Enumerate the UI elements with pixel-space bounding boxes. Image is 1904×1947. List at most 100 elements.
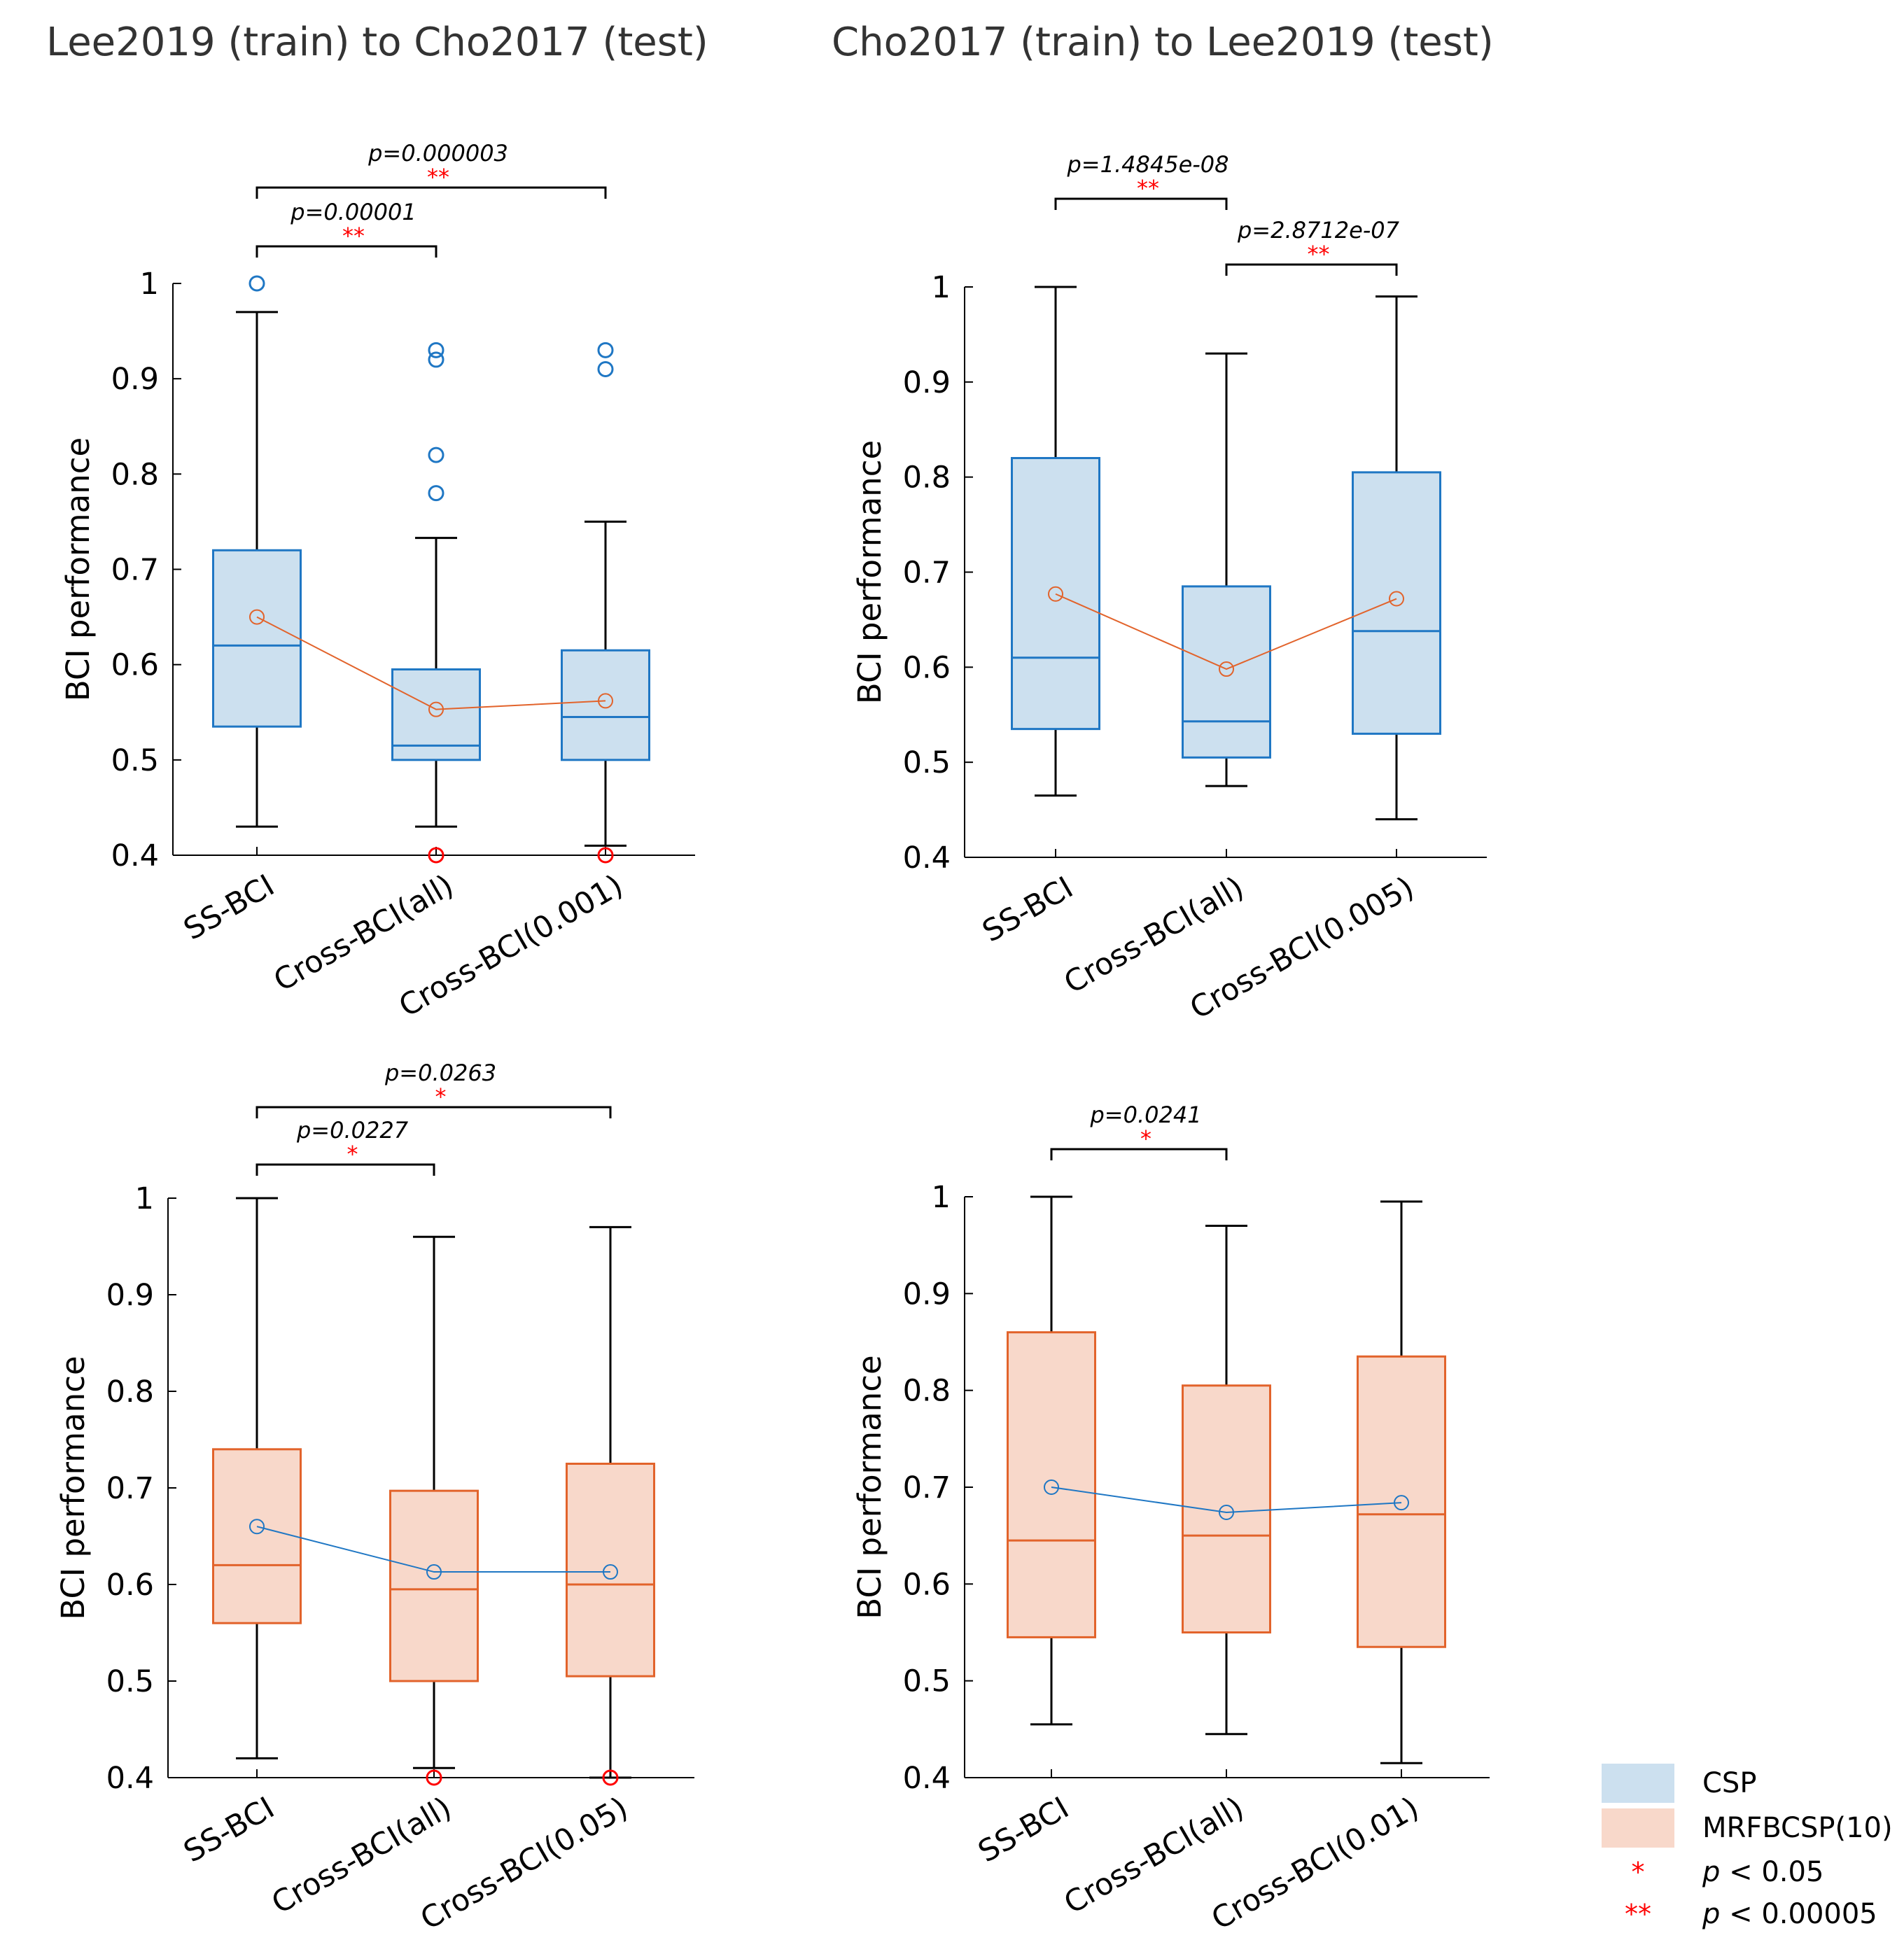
bracket-line (255, 1163, 435, 1176)
y-tick-label: 0.7 (111, 553, 159, 588)
outlier-point (426, 1769, 442, 1786)
x-tick-label: SS-BCI (178, 1790, 280, 1869)
mean-marker (428, 701, 444, 717)
y-tick-label: 0.9 (903, 1277, 951, 1312)
legend-label-sig1: p < 0.05 (1702, 1856, 1823, 1888)
significance-stars: * (435, 1083, 447, 1110)
significance-bracket: p=1.4845e-08** (1054, 151, 1229, 210)
outlier-point (428, 351, 444, 368)
y-axis-label: BCI performance (851, 440, 888, 704)
y-tick-label: 0.6 (111, 648, 159, 683)
mean-marker (1044, 1479, 1059, 1495)
y-tick-label: 0.5 (111, 743, 159, 778)
significance-bracket: p=0.000003** (255, 140, 607, 199)
box-iqr (1007, 1331, 1096, 1638)
mean-marker (1219, 1504, 1234, 1520)
mean-marker (1394, 1495, 1409, 1511)
box-iqr (212, 549, 302, 728)
x-tick-label: SS-BCI (972, 1790, 1074, 1869)
y-tick-label: 0.4 (903, 841, 951, 876)
box-iqr (1352, 471, 1441, 735)
y-tick-label: 0.9 (903, 365, 951, 400)
mean-marker (1389, 591, 1404, 607)
bracket-line (1054, 197, 1228, 210)
mean-marker (1048, 586, 1063, 602)
y-tick-label: 0.9 (111, 362, 159, 397)
mean-marker (603, 1564, 618, 1580)
y-tick-label: 0.6 (903, 650, 951, 685)
y-tick-label: 1 (932, 270, 951, 305)
double-star-icon: ** (1625, 1899, 1651, 1930)
p-value-label: p=0.0241 (1089, 1102, 1201, 1128)
boxplot-bottom-right: 0.4 0.5 0.6 0.7 0.8 0.9 1 BCI performance SS-BCI… (851, 1102, 1490, 1937)
box-iqr (1011, 457, 1100, 731)
mean-line (256, 616, 606, 710)
p-value-label: p=0.000003 (368, 140, 508, 167)
y-tick-label: 0.8 (111, 457, 159, 492)
y-axis-label: BCI performance (59, 437, 97, 701)
box-iqr (1182, 1384, 1271, 1633)
y-tick-label: 0.8 (903, 1374, 951, 1409)
box-iqr (561, 649, 650, 761)
y-tick-label: 1 (135, 1181, 154, 1216)
box-iqr (1182, 585, 1271, 759)
x-tick-label: SS-BCI (976, 870, 1079, 949)
mean-marker (1219, 661, 1234, 677)
box-iqr (566, 1463, 655, 1678)
bracket-line (255, 1106, 612, 1118)
significance-stars: * (1140, 1125, 1152, 1152)
y-axis-label: BCI performance (55, 1356, 92, 1619)
bracket-line (1225, 263, 1398, 276)
single-star-icon: * (1631, 1857, 1645, 1888)
bracket-line (255, 186, 607, 199)
significance-stars: ** (342, 223, 365, 249)
mean-line (1051, 1486, 1402, 1513)
legend-item-csp: CSP (1602, 1764, 1756, 1803)
y-tick-label: 0.5 (903, 1664, 951, 1699)
significance-stars: ** (1308, 241, 1330, 267)
p-value-label: p=0.0263 (384, 1060, 496, 1086)
outlier-point (428, 847, 444, 864)
outlier-point (428, 447, 444, 463)
left-column-title: Lee2019 (train) to Cho2017 (test) (46, 20, 708, 65)
mean-marker (249, 609, 265, 625)
boxplot-top-right: 0.4 0.5 0.6 0.7 0.8 0.9 1 BCI performance SS-BCI… (851, 151, 1487, 1027)
significance-bracket: p=0.0241* (1050, 1102, 1228, 1160)
outlier-point (428, 485, 444, 502)
legend-item-mrf: MRFBCSP(10) (1602, 1808, 1893, 1848)
mean-line (1055, 593, 1397, 670)
significance-stars: ** (427, 164, 449, 190)
y-tick-label: 0.8 (903, 461, 951, 495)
mrf-swatch (1602, 1808, 1674, 1848)
legend-label-csp: CSP (1702, 1767, 1757, 1799)
y-tick-label: 0.7 (903, 556, 951, 591)
y-tick-label: 1 (140, 267, 159, 302)
significance-bracket: p=0.0263* (255, 1060, 612, 1118)
significance-bracket: p=2.8712e-07** (1225, 217, 1400, 276)
significance-bracket: p=0.0227* (255, 1117, 435, 1176)
y-tick-label: 0.4 (903, 1761, 951, 1796)
legend-item-sig2: ** p < 0.00005 (1602, 1898, 1877, 1930)
legend-label-mrf: MRFBCSP(10) (1702, 1812, 1893, 1844)
p-symbol: p (1702, 1898, 1721, 1930)
p-symbol: p (1702, 1856, 1721, 1888)
significance-stars: ** (1137, 175, 1159, 202)
significance-stars: * (347, 1141, 358, 1167)
outlier-point (597, 847, 614, 864)
y-tick-label: 0.4 (111, 838, 159, 873)
outlier-point (602, 1769, 619, 1786)
box-iqr (389, 1489, 479, 1682)
p-value-label: p=0.00001 (290, 199, 416, 225)
x-tick-label: SS-BCI (178, 868, 280, 947)
y-tick-label: 0.5 (903, 745, 951, 780)
y-axis-label: BCI performance (851, 1355, 888, 1619)
legend-item-sig1: * p < 0.05 (1602, 1856, 1824, 1888)
mean-marker (598, 693, 613, 709)
y-tick-label: 0.9 (106, 1278, 154, 1313)
boxplot-bottom-left: 0.4 0.5 0.6 0.7 0.8 0.9 1 BCI performance SS-BCI… (55, 1060, 694, 1937)
y-tick-label: 0.5 (106, 1664, 154, 1699)
y-tick-label: 0.4 (106, 1761, 154, 1796)
mean-line (256, 1526, 610, 1573)
y-tick-label: 0.8 (106, 1375, 154, 1410)
